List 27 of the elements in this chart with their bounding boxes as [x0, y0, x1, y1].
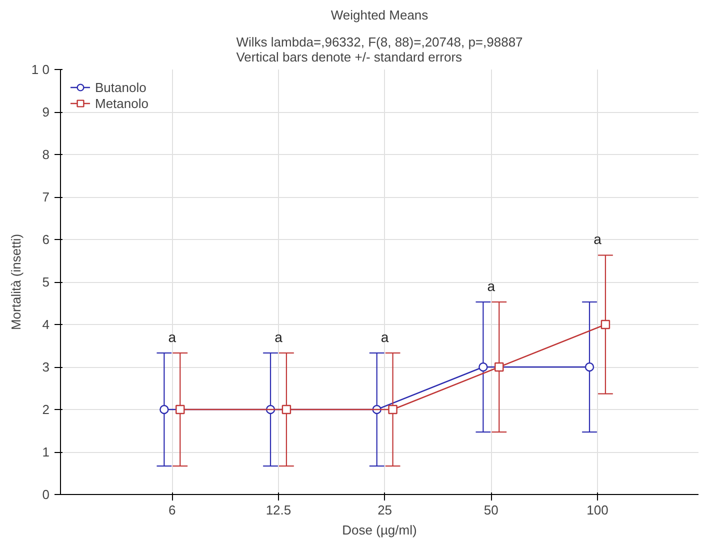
- y-tick-label: 5: [42, 274, 50, 290]
- x-tick-label: 6: [168, 502, 176, 518]
- y-tick-label: 4: [42, 317, 50, 332]
- annotation: a: [380, 328, 389, 345]
- y-tick-label: 2: [42, 402, 50, 417]
- y-tick-label: 9: [42, 104, 50, 120]
- legend-label: Butanolo: [95, 79, 146, 95]
- x-tick-label: 100: [586, 502, 608, 518]
- annotation: a: [594, 231, 602, 248]
- annotation: a: [487, 278, 496, 294]
- x-tick-label: 12.5: [266, 502, 292, 518]
- y-axis-title: Mortalità (insetti): [8, 234, 24, 330]
- y-tick-label: 3: [42, 360, 50, 374]
- chart-title: Weighted Means: [330, 8, 429, 22]
- y-tick-label: 1: [42, 444, 50, 460]
- legend-label: Metanolo: [95, 95, 148, 111]
- chart-subtitle: Wilks lambda=,96332, F(8, 88)=,20748, p=,98887 Vertical bars denote +/- standard errors: [236, 34, 523, 64]
- x-tick-label: 50: [484, 502, 498, 518]
- y-tick-label: 0: [42, 487, 50, 502]
- y-tick-label: 6: [42, 232, 50, 247]
- annotation: a: [274, 328, 283, 345]
- y-tick-label: 7: [42, 190, 50, 204]
- x-tick-label: 25: [378, 502, 392, 518]
- y-tick-label: 1 0: [31, 62, 50, 77]
- annotation: a: [168, 328, 176, 345]
- x-axis-title: Dose (µg/ml): [342, 522, 417, 538]
- y-tick-label: 8: [42, 147, 50, 162]
